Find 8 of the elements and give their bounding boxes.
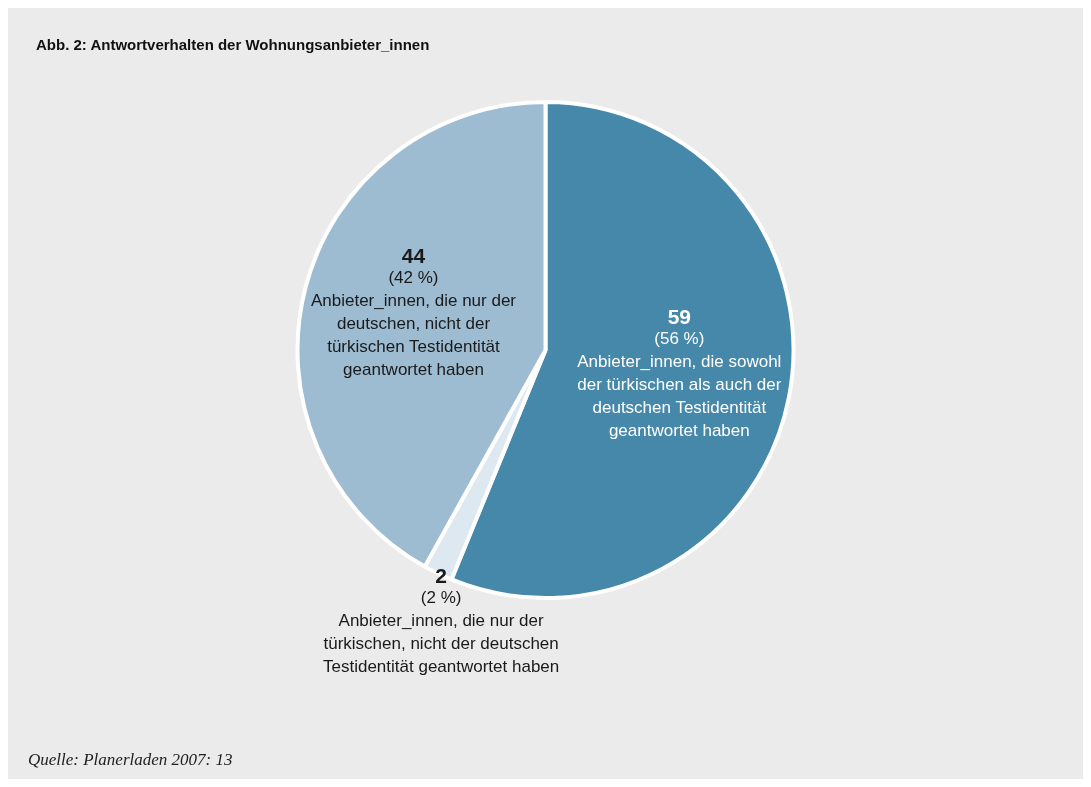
chart-title: Abb. 2: Antwortverhalten der Wohnungsanbieter_innen: [36, 36, 430, 53]
data-label: 2 (2 %): [420, 564, 462, 607]
slice-label: Anbieter_innen, die nur der türkischen, nicht der deutschen Testidentität geantwortet haben: [322, 610, 560, 676]
slice-label: Anbieter_innen, die nur der deutschen, nicht der türkischen Testidentität geantwortet haben: [310, 290, 517, 379]
data-label: 59 (56 %): [654, 304, 705, 348]
source-note: Quelle: Planerladen 2007: 13: [28, 750, 233, 770]
slice-label: Anbieter_innen, die sowohl der türkischen als auch der deutschen Testidentität geantwortet haben: [577, 351, 782, 440]
data-label: 44 (42 %): [388, 243, 439, 287]
